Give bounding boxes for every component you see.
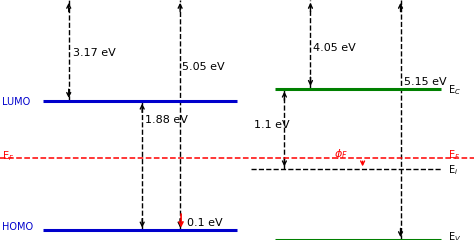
Text: 1.1 eV: 1.1 eV [254, 120, 289, 130]
Text: E$_C$: E$_C$ [448, 83, 461, 97]
Text: $\phi_F$: $\phi_F$ [334, 147, 348, 161]
Text: E$_V$: E$_V$ [448, 231, 461, 240]
Text: 1.88 eV: 1.88 eV [145, 115, 187, 125]
Text: E$_F$: E$_F$ [448, 148, 460, 162]
Text: HOMO: HOMO [2, 222, 34, 232]
Text: 3.17 eV: 3.17 eV [73, 48, 116, 58]
Text: 4.05 eV: 4.05 eV [313, 43, 356, 53]
Text: 5.05 eV: 5.05 eV [182, 62, 225, 72]
Text: 0.1 eV: 0.1 eV [187, 218, 223, 228]
Text: E$_F$: E$_F$ [2, 149, 15, 163]
Text: LUMO: LUMO [2, 97, 31, 107]
Text: E$_i$: E$_i$ [448, 163, 458, 177]
Text: 5.15 eV: 5.15 eV [404, 77, 447, 87]
